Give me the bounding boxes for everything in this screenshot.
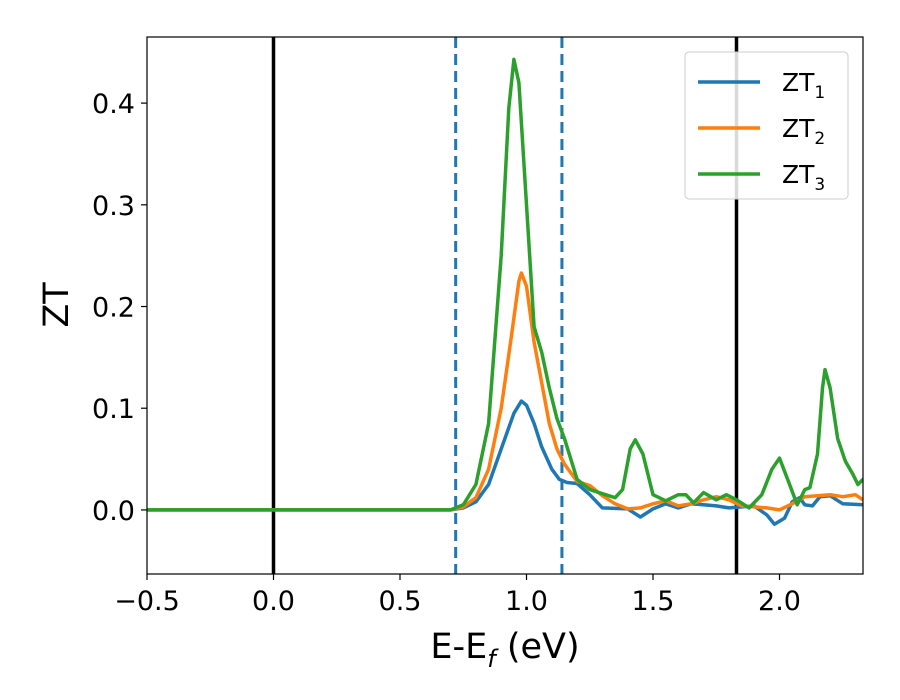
legend-box [684,51,849,200]
plot-frame [146,36,864,575]
y-axis-label: ZT [37,282,77,328]
y-tick-label: 0.3 [92,191,135,222]
x-tick-label: −0.5 [114,586,180,617]
x-tick-label: 0.5 [379,586,422,617]
series-line-zt2 [147,271,863,512]
y-tick-label: 0.1 [92,394,135,425]
series-line-zt3 [147,57,863,512]
x-tick-label: 0.0 [252,586,295,617]
y-tick-label: 0.4 [92,89,135,120]
x-tick-label: 2.0 [758,586,801,617]
x-tick-label: 1.5 [632,586,675,617]
axes: −0.5 0.0 0.5 1.0 1.5 2.0 0.0 0.1 0.2 0.3 0.4 [92,89,801,617]
x-axis-label: E-Ef (eV) [430,627,579,673]
y-tick-label: 0.0 [92,496,135,527]
x-tick-label: 1.0 [505,586,548,617]
y-tick-label: 0.2 [92,293,135,324]
